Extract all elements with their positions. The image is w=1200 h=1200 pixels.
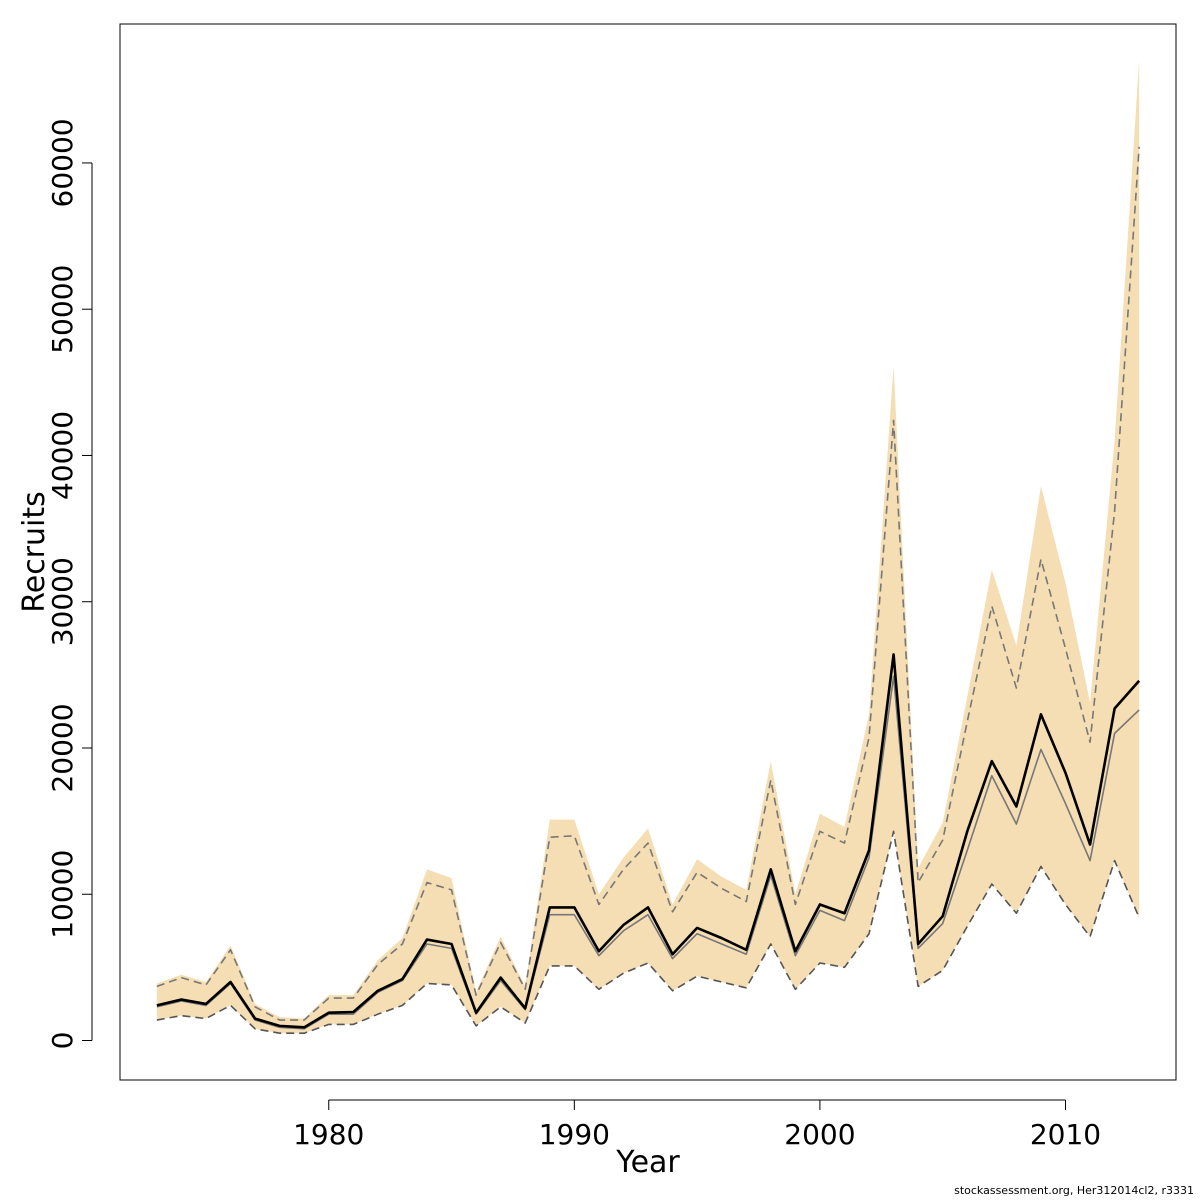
confidence-band [156, 60, 1140, 1034]
y-axis-title: Recruits [17, 491, 52, 613]
plot-frame [119, 23, 1177, 1081]
y-tick-label: 0 [46, 1032, 79, 1050]
y-tick-label: 10000 [46, 850, 79, 939]
upper-ci-line [156, 146, 1140, 1021]
x-tick-label: 1980 [293, 1118, 364, 1151]
y-tick-label: 40000 [46, 411, 79, 500]
confidence-band-area [156, 60, 1140, 1034]
series-lines [156, 146, 1141, 1034]
x-axis: 1980 1990 2000 2010 [293, 1099, 1101, 1151]
x-tick-label: 2010 [1030, 1118, 1101, 1151]
y-axis: 0 10000 20000 30000 40000 50000 60000 [46, 118, 93, 1050]
x-axis-title: Year [615, 1145, 680, 1180]
x-tick-label: 2000 [784, 1118, 855, 1151]
estimate-line [156, 653, 1141, 1029]
y-tick-label: 20000 [46, 703, 79, 792]
y-tick-label: 50000 [46, 265, 79, 354]
y-tick-label: 60000 [46, 118, 79, 207]
x-tick-label: 1990 [539, 1118, 610, 1151]
y-tick-label: 30000 [46, 557, 79, 646]
source-credit: stockassessment.org, Her312014cl2, r3331 [954, 1184, 1194, 1197]
